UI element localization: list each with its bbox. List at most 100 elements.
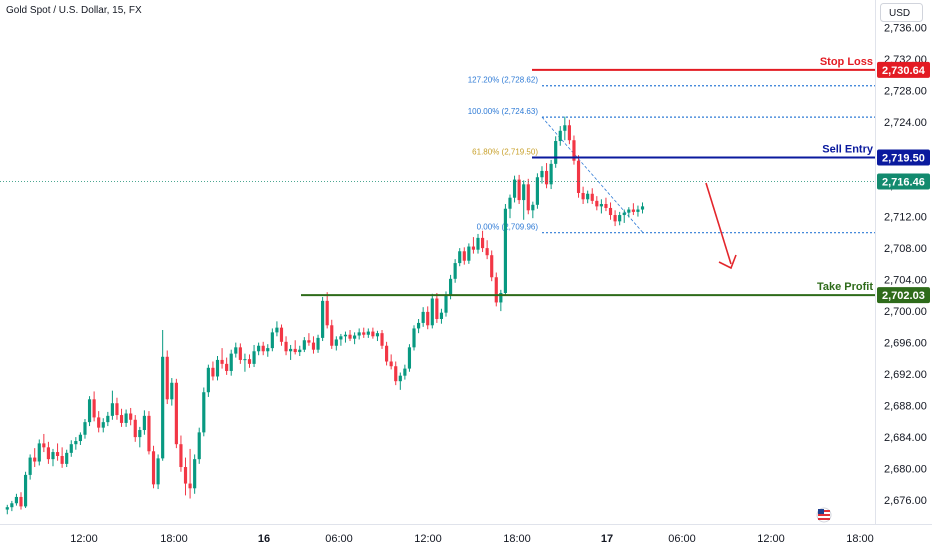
candle-body bbox=[37, 443, 41, 462]
candle-body bbox=[604, 204, 608, 208]
candle-body bbox=[69, 444, 73, 453]
candle-body bbox=[563, 125, 567, 131]
currency-button[interactable]: USD bbox=[880, 3, 923, 22]
candle-body bbox=[467, 246, 471, 261]
price-tick-label: 2,736.00 bbox=[884, 23, 927, 35]
candle-body bbox=[366, 331, 370, 335]
candle-body bbox=[293, 348, 297, 353]
candle-body bbox=[554, 141, 558, 164]
time-tick-label: 18:00 bbox=[503, 533, 531, 545]
candle-body bbox=[10, 503, 14, 508]
candle-body bbox=[101, 422, 105, 428]
candle-body bbox=[55, 452, 60, 457]
price-tick-label: 2,704.00 bbox=[884, 275, 927, 287]
fib-trendline[interactable] bbox=[541, 116, 644, 233]
candle-body bbox=[448, 278, 453, 296]
candle-body bbox=[156, 458, 160, 485]
candle-body bbox=[65, 452, 69, 464]
candle-body bbox=[133, 419, 137, 438]
candle-body bbox=[279, 327, 284, 342]
candle-body bbox=[334, 339, 338, 346]
candle-body bbox=[403, 368, 407, 376]
candle-body bbox=[188, 483, 192, 489]
fib-level-label: 0.00% (2,709.96) bbox=[477, 223, 539, 232]
candle-body bbox=[567, 125, 571, 141]
candle-body bbox=[522, 184, 526, 201]
fib-level-label: 127.20% (2,728.62) bbox=[468, 76, 539, 85]
candle-body bbox=[74, 441, 78, 445]
candle-body bbox=[480, 237, 485, 249]
candle-body bbox=[586, 193, 590, 200]
candle-body bbox=[106, 415, 110, 423]
candle-body bbox=[622, 212, 626, 216]
stop-loss-price-badge[interactable] bbox=[877, 61, 930, 78]
candle-body bbox=[439, 312, 444, 319]
candle-body bbox=[380, 333, 384, 346]
candle-body bbox=[348, 334, 352, 339]
us-flag-icon[interactable] bbox=[816, 507, 832, 523]
candle-body bbox=[362, 332, 366, 335]
candle-body bbox=[138, 430, 142, 438]
candle-body bbox=[170, 382, 174, 400]
candle-body bbox=[613, 215, 617, 222]
candle-body bbox=[471, 246, 476, 250]
candle-body bbox=[508, 197, 512, 209]
candle-body bbox=[494, 277, 498, 303]
candle-body bbox=[142, 415, 146, 431]
time-tick-label: 12:00 bbox=[414, 533, 442, 545]
candle-body bbox=[517, 179, 521, 201]
take-profit-price-badge[interactable] bbox=[877, 287, 930, 304]
take-profit-label: Take Profit bbox=[817, 281, 873, 293]
sell-entry-price: 2,719.50 bbox=[882, 153, 925, 165]
candles bbox=[5, 116, 645, 515]
candle-body bbox=[179, 444, 183, 468]
price-tick-label: 2,688.00 bbox=[884, 401, 927, 413]
candle-body bbox=[526, 184, 530, 211]
candle-body bbox=[627, 209, 631, 213]
time-axis[interactable]: 12:00 18:00 16 06:00 12:00 18:00 17 06:00 12:00 1… bbox=[70, 533, 874, 545]
candle-body bbox=[51, 452, 55, 460]
candle-body bbox=[147, 415, 151, 452]
price-tick-label: 2,728.00 bbox=[884, 86, 927, 98]
candle-body bbox=[389, 361, 393, 367]
candle-body bbox=[608, 207, 613, 216]
price-tick-label: 2,676.00 bbox=[884, 495, 927, 507]
candle-body bbox=[243, 359, 247, 361]
candle-body bbox=[636, 209, 640, 212]
time-tick-label: 06:00 bbox=[668, 533, 696, 545]
candle-body bbox=[325, 300, 329, 326]
price-tick-label: 2,692.00 bbox=[884, 369, 927, 381]
candle-body bbox=[229, 353, 233, 371]
candle-body bbox=[426, 311, 430, 326]
candle-body bbox=[375, 333, 380, 337]
candle-body bbox=[599, 204, 603, 207]
sell-entry-price-badge[interactable] bbox=[877, 149, 930, 166]
candle-body bbox=[618, 215, 622, 222]
down-arrow-icon bbox=[705, 182, 737, 270]
candle-body bbox=[535, 177, 539, 205]
candle-body bbox=[197, 432, 201, 460]
stop-loss-label: Stop Loss bbox=[820, 56, 873, 68]
current-price: 2,716.46 bbox=[882, 176, 925, 188]
time-tick-label: 18:00 bbox=[160, 533, 188, 545]
candle-body bbox=[576, 160, 581, 193]
candle-body bbox=[83, 422, 87, 435]
price-axis[interactable]: 2,676.00 2,680.00 2,684.00 2,688.00 2,692.00… bbox=[884, 23, 927, 507]
candle-body bbox=[631, 209, 635, 212]
candle-body bbox=[266, 348, 270, 352]
trade-levels[interactable]: Stop Loss 2,730.64 Sell Entry 2,719.50 Take … bbox=[0, 56, 930, 304]
candle-body bbox=[421, 311, 425, 323]
time-tick-label: 12:00 bbox=[757, 533, 785, 545]
candle-body bbox=[87, 399, 92, 423]
candle-body bbox=[311, 342, 316, 350]
current-price-badge[interactable] bbox=[877, 173, 930, 190]
candle-body bbox=[407, 347, 412, 369]
fib-level-label: 100.00% (2,724.63) bbox=[468, 107, 539, 116]
chart-title: Gold Spot / U.S. Dollar, 15, FX bbox=[6, 5, 142, 16]
candle-body bbox=[302, 340, 306, 350]
candle-body bbox=[385, 345, 389, 362]
currency-label: USD bbox=[889, 8, 910, 19]
price-tick-label: 2,712.00 bbox=[884, 212, 927, 224]
candle-body bbox=[458, 251, 462, 264]
